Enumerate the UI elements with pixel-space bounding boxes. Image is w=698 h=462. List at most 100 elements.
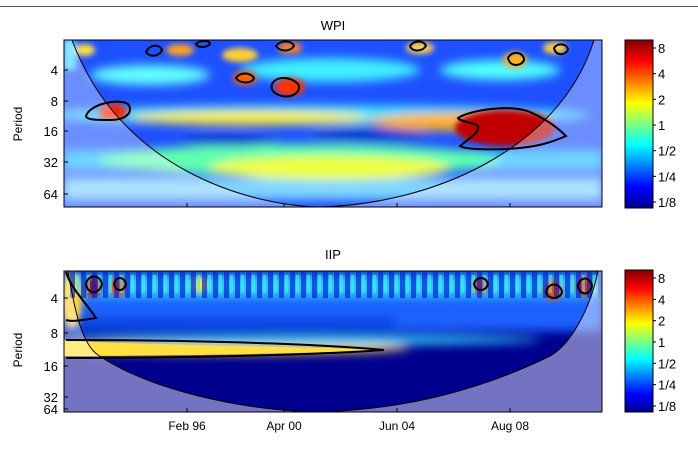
iip-stripe-light	[483, 275, 486, 293]
wpi-ytick-label: 32	[44, 155, 58, 170]
iip-stripe	[235, 272, 240, 298]
iip-stripe-light	[384, 275, 387, 293]
iip-stripe-light	[494, 275, 497, 293]
iip-xtick-label: Feb 96	[168, 419, 206, 433]
iip-stripe-light	[252, 275, 255, 293]
iip-stripe	[543, 272, 548, 298]
iip-colorbar-tick-label: 2	[658, 314, 665, 329]
iip-stripe	[136, 272, 141, 298]
iip-ytick-label: 4	[51, 291, 58, 306]
wpi-x-ticks	[186, 203, 511, 207]
iip-stripe-light	[87, 275, 90, 293]
iip-stripe	[290, 272, 295, 298]
iip-stripe	[422, 272, 427, 298]
iip-stripe-light	[406, 275, 409, 293]
iip-stripe	[312, 272, 317, 298]
iip-stripe-light	[296, 275, 299, 293]
iip-stripe-light	[582, 275, 585, 293]
iip-stripe-light	[208, 275, 211, 293]
iip-stripe	[378, 272, 383, 298]
iip-colorbar-tick-label: 1/2	[658, 356, 676, 371]
iip-stripe	[444, 272, 449, 298]
iip-stripe	[246, 272, 251, 298]
iip-stripe	[433, 272, 438, 298]
wpi-colorbar-ticks: 8 4 2 1 1/2 1/4 1/8	[653, 41, 676, 210]
iip-stripe	[499, 272, 504, 298]
iip-colorbar-tick-label: 4	[658, 292, 665, 307]
iip-xtick-label: Aug 08	[491, 419, 529, 433]
iip-stripe	[257, 272, 262, 298]
iip-stripe-light	[340, 275, 343, 293]
iip-stripe-light	[461, 275, 464, 293]
iip-stripe-light	[153, 275, 156, 293]
wpi-ytick-label: 64	[44, 187, 58, 202]
iip-stripe-light	[241, 275, 244, 293]
top-rule	[0, 6, 698, 7]
wpi-title: WPI	[321, 18, 346, 33]
iip-stripe	[213, 272, 218, 298]
iip-stripe	[301, 272, 306, 298]
iip-stripe	[455, 272, 460, 298]
iip-panel: IIP Period	[11, 247, 676, 433]
iip-stripe-pattern	[70, 272, 602, 298]
iip-stripe-light	[516, 275, 519, 293]
iip-stripe-light	[76, 275, 79, 293]
iip-stripe	[279, 272, 284, 298]
iip-stripe-light	[538, 275, 541, 293]
iip-stripe	[565, 272, 570, 298]
iip-stripe-light	[307, 275, 310, 293]
iip-stripe	[521, 272, 526, 298]
iip-stripe	[334, 272, 339, 298]
iip-stripe	[202, 272, 207, 298]
iip-stripe	[158, 272, 163, 298]
iip-stripe	[466, 272, 471, 298]
iip-stripe	[323, 272, 328, 298]
iip-xtick-label: Apr 00	[266, 419, 302, 433]
wpi-colorbar-tick-label: 2	[658, 92, 665, 107]
iip-stripe	[147, 272, 152, 298]
iip-stripe	[587, 272, 592, 298]
iip-stripe	[125, 272, 130, 298]
wpi-colorbar-tick-label: 1/2	[658, 144, 676, 159]
wpi-ytick-label: 8	[51, 94, 58, 109]
iip-stripe-light	[98, 275, 101, 293]
iip-heatmap	[64, 271, 602, 412]
iip-stripe	[345, 272, 350, 298]
iip-stripe-light	[505, 275, 508, 293]
iip-stripe	[488, 272, 493, 298]
iip-stripe-light	[186, 275, 189, 293]
iip-stripe-light	[175, 275, 178, 293]
iip-stripe-light	[571, 275, 574, 293]
iip-stripe	[169, 272, 174, 298]
wpi-y-ticks: 4 8 16 32 64	[44, 63, 68, 202]
iip-stripe	[411, 272, 416, 298]
iip-ytick-label: 8	[51, 326, 58, 341]
iip-colorbar	[624, 269, 654, 413]
iip-ytick-label: 32	[44, 390, 58, 405]
wpi-colorbar	[624, 39, 654, 209]
wpi-colorbar-tick-label: 1	[658, 118, 665, 133]
wpi-ytick-label: 4	[51, 63, 58, 78]
iip-stripe	[598, 272, 602, 298]
iip-stripe-light	[263, 275, 266, 293]
iip-stripe-light	[560, 275, 563, 293]
iip-stripe	[510, 272, 515, 298]
wpi-colorbar-tick-label: 1/4	[658, 169, 676, 184]
iip-ylabel: Period	[11, 333, 25, 368]
iip-stripe	[224, 272, 229, 298]
iip-stripe-light	[450, 275, 453, 293]
iip-xtick-label: Jun 04	[379, 419, 415, 433]
iip-stripe-light	[373, 275, 376, 293]
iip-stripe	[191, 272, 196, 298]
iip-stripe-light	[362, 275, 365, 293]
wpi-ytick-label: 16	[44, 124, 58, 139]
iip-stripe-light	[164, 275, 167, 293]
iip-stripe-light	[439, 275, 442, 293]
iip-stripe-light	[142, 275, 145, 293]
iip-stripe-light	[318, 275, 321, 293]
iip-stripe-light	[549, 275, 552, 293]
iip-stripe-light	[428, 275, 431, 293]
iip-stripe-light	[230, 275, 233, 293]
